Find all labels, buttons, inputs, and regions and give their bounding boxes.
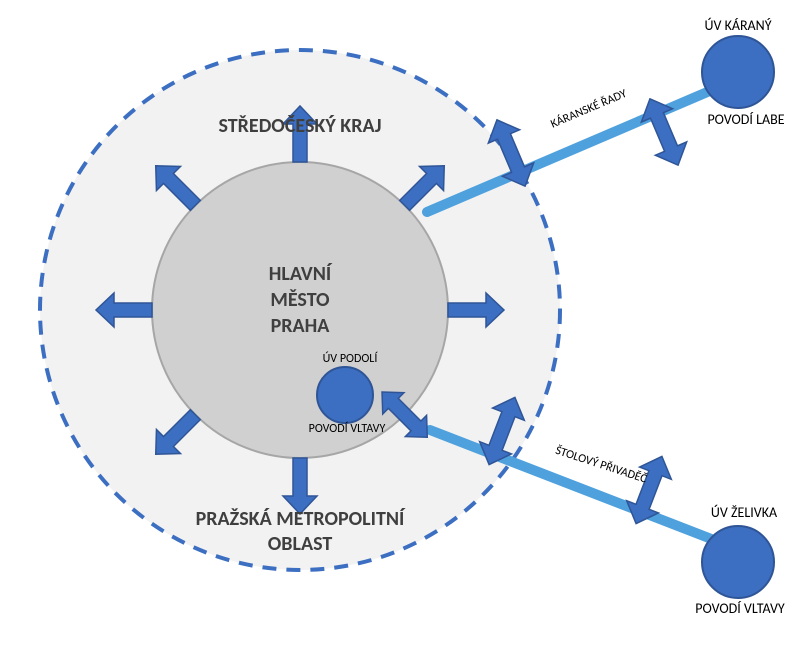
label-uv-zelivka: ÚV ŽELIVKA xyxy=(711,504,778,521)
label-center: HLAVNÍ xyxy=(269,262,333,286)
label-uv-karany: ÚV KÁRANÝ xyxy=(704,17,771,34)
node-zelivka xyxy=(702,526,774,598)
label-center: MĚSTO xyxy=(270,288,330,312)
label-region-bottom: OBLAST xyxy=(268,532,333,556)
label-region-bottom: PRAŽSKÁ METROPOLITNÍ xyxy=(196,507,406,531)
label-karanske-rady: KÁRANSKÉ ŘADY xyxy=(548,86,629,132)
node-karany xyxy=(702,36,774,108)
label-povodi-labe: POVODÍ LABE xyxy=(707,111,784,128)
label-center: PRAHA xyxy=(271,314,331,338)
label-povodi-vltavy-inner: POVODÍ VLTAVY xyxy=(309,421,386,436)
label-povodi-vltavy-ext: POVODÍ VLTAVY xyxy=(695,600,785,617)
label-uv-podoli: ÚV PODOLÍ xyxy=(323,351,379,366)
node-podoli xyxy=(317,367,373,423)
label-region-top: STŘEDOČESKÝ KRAJ xyxy=(219,114,382,138)
